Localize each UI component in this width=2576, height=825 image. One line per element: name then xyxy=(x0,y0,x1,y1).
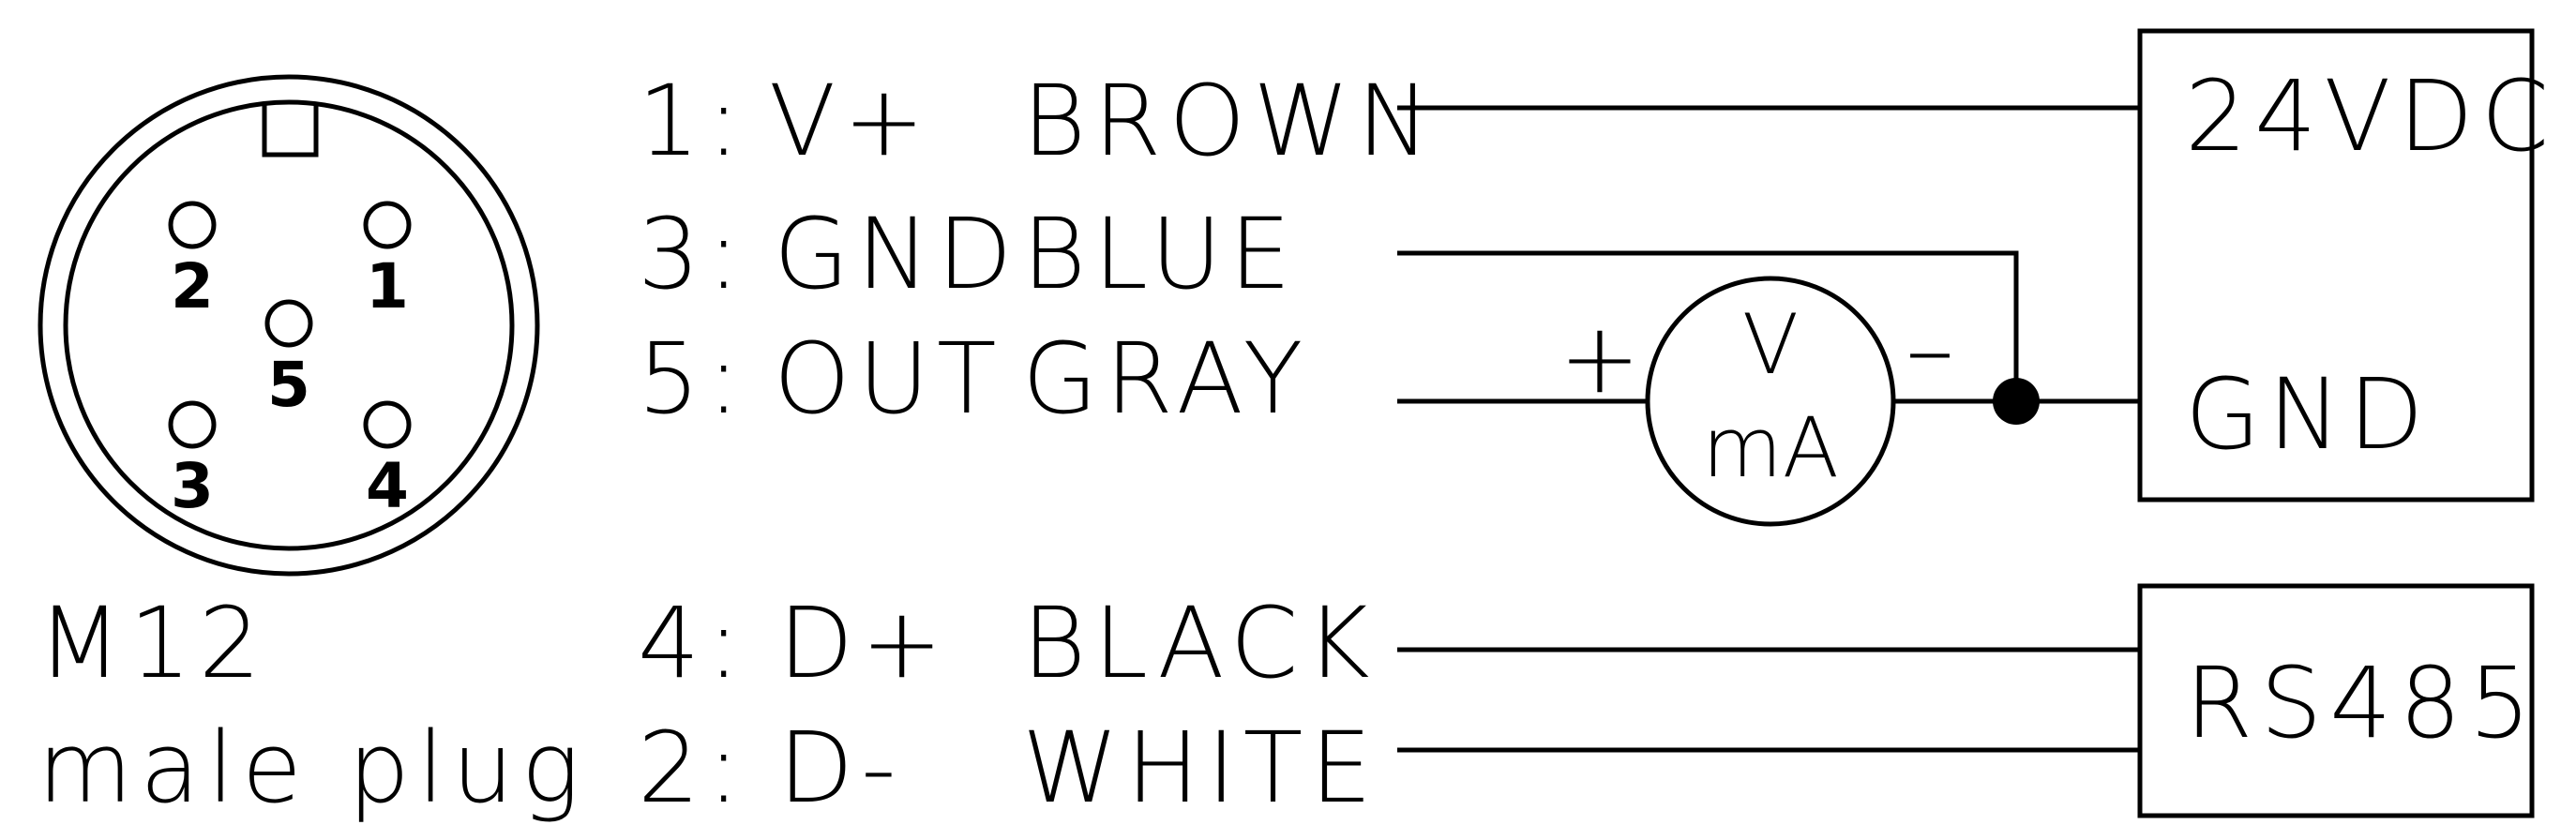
connector-key-notch xyxy=(262,103,319,158)
rs485-box: RS485 xyxy=(2137,583,2538,818)
pin-hole-1 xyxy=(363,201,412,249)
meter-top-label: V xyxy=(1742,296,1799,393)
wire-signal-label: D+ xyxy=(778,586,950,700)
wire-color-label: WHITE xyxy=(1022,711,1379,825)
wire-row-2: 2: D- WHITE xyxy=(638,711,1379,825)
wire-pin-label: 3: xyxy=(638,197,747,311)
meter-plus-label: + xyxy=(1559,301,1648,415)
power-supply-box: 24VDC GND xyxy=(2137,28,2556,502)
pin-number-1: 1 xyxy=(366,250,409,322)
wire-signal-label: D- xyxy=(778,711,904,825)
power-gnd-label: GND xyxy=(2185,357,2431,472)
wire-signal-label: OUT xyxy=(774,322,1004,436)
pin-hole-3 xyxy=(168,400,217,449)
pin-number-5: 5 xyxy=(267,349,310,421)
meter-circle xyxy=(1645,276,1896,527)
wire-signal-label: GND xyxy=(774,197,1019,311)
connector-title: M12 xyxy=(38,586,268,700)
wire-color-label: BROWN xyxy=(1022,64,1438,178)
wire-pin-label: 1: xyxy=(638,64,747,178)
wire-signal-label: V+ xyxy=(769,64,932,178)
pin-number-3: 3 xyxy=(171,450,214,522)
pin-number-2: 2 xyxy=(171,250,214,322)
wire-row-3: 3: GND BLUE xyxy=(638,197,1299,311)
wire-pin-label: 4: xyxy=(638,586,747,700)
power-supply-label: 24VDC xyxy=(2185,59,2556,173)
wire-color-label: GRAY xyxy=(1022,322,1310,436)
wire-row-4: 4: D+ BLACK xyxy=(638,586,1378,700)
connector-subtitle: male plug xyxy=(38,711,587,825)
meter-bottom-label: mA xyxy=(1702,399,1839,496)
wire-pin-label: 5: xyxy=(638,322,747,436)
pin-hole-2 xyxy=(168,201,217,249)
pin-hole-5 xyxy=(264,299,313,348)
m12-connector: 2 1 5 3 4 xyxy=(38,74,540,577)
rs485-label: RS485 xyxy=(2185,646,2538,760)
wire-blue-line xyxy=(1397,250,2019,401)
pin-number-4: 4 xyxy=(366,450,409,522)
wire-row-1: 1: V+ BROWN xyxy=(638,64,1438,178)
rs485-frame xyxy=(2137,583,2535,818)
connector-outer-ring xyxy=(38,74,540,577)
meter-minus-label: – xyxy=(1906,292,1962,406)
meter: V mA + – xyxy=(1559,276,1962,527)
wire-color-label: BLACK xyxy=(1022,586,1378,700)
wire-row-5: 5: OUT GRAY xyxy=(638,322,1310,436)
junction-dot xyxy=(1993,378,2040,425)
wire-pin-label: 2: xyxy=(638,711,747,825)
connector-inner-ring xyxy=(63,99,515,551)
pin-hole-4 xyxy=(363,400,412,449)
power-supply-frame xyxy=(2137,28,2535,502)
wire-color-label: BLUE xyxy=(1022,197,1299,311)
